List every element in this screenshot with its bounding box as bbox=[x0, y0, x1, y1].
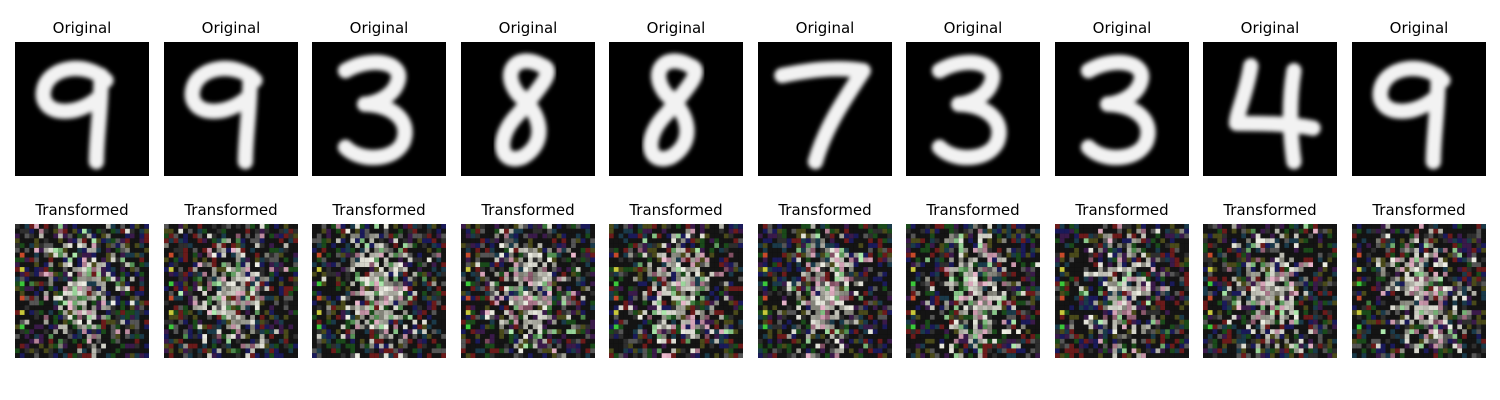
panel-title: Transformed bbox=[1075, 201, 1169, 219]
noise-pixels bbox=[1203, 224, 1337, 358]
panel-title: Original bbox=[498, 19, 558, 37]
digit-stroke bbox=[184, 60, 263, 170]
digit-image bbox=[1203, 42, 1337, 176]
transformed-image bbox=[1055, 224, 1189, 358]
panel-title: Original bbox=[1389, 19, 1449, 37]
panel-title: Transformed bbox=[629, 201, 723, 219]
transformed-image bbox=[164, 224, 298, 358]
panel-title: Original bbox=[52, 19, 112, 37]
digit-image bbox=[312, 42, 446, 176]
noise-pixels bbox=[312, 224, 446, 358]
transformed-image bbox=[906, 224, 1040, 358]
noise-pixels bbox=[609, 224, 743, 358]
transformed-image bbox=[1352, 224, 1486, 358]
panel-title: Original bbox=[201, 19, 261, 37]
panel-title: Transformed bbox=[332, 201, 426, 219]
digit-image bbox=[609, 42, 743, 176]
panel-title: Original bbox=[1092, 19, 1152, 37]
panel-title: Transformed bbox=[926, 201, 1020, 219]
digit-image bbox=[1352, 42, 1486, 176]
transformed-image bbox=[15, 224, 149, 358]
digit-stroke bbox=[1372, 60, 1451, 170]
noise-pixels bbox=[1055, 224, 1189, 358]
digit-image bbox=[906, 42, 1040, 176]
panel-title: Transformed bbox=[778, 201, 872, 219]
transformed-image bbox=[461, 224, 595, 358]
noise-pixels bbox=[906, 224, 1040, 358]
panel-title: Original bbox=[349, 19, 409, 37]
digit-stroke bbox=[1080, 54, 1156, 166]
transformed-image bbox=[609, 224, 743, 358]
digit-stroke bbox=[337, 54, 413, 166]
panel-title: Original bbox=[646, 19, 706, 37]
digit-image bbox=[758, 42, 892, 176]
noise-pixels bbox=[461, 224, 595, 358]
noise-pixels bbox=[15, 224, 149, 358]
digit-image bbox=[461, 42, 595, 176]
digit-stroke bbox=[495, 53, 555, 167]
transformed-image bbox=[1203, 224, 1337, 358]
digit-stroke bbox=[35, 60, 114, 170]
digit-image bbox=[164, 42, 298, 176]
noise-pixels bbox=[1352, 224, 1486, 358]
panel-title: Original bbox=[943, 19, 1003, 37]
panel-title: Transformed bbox=[1223, 201, 1317, 219]
panel-title: Transformed bbox=[35, 201, 129, 219]
digit-stroke bbox=[774, 61, 871, 170]
digit-image bbox=[1055, 42, 1189, 176]
panel-title: Transformed bbox=[184, 201, 278, 219]
digit-stroke bbox=[931, 54, 1007, 166]
transformed-image bbox=[758, 224, 892, 358]
panel-title: Original bbox=[1240, 19, 1300, 37]
panel-title: Transformed bbox=[1372, 201, 1466, 219]
transformed-image bbox=[312, 224, 446, 358]
digit-stroke bbox=[643, 53, 703, 167]
panel-title: Transformed bbox=[481, 201, 575, 219]
digit-stroke bbox=[1228, 58, 1321, 170]
noise-pixels bbox=[164, 224, 298, 358]
digit-image bbox=[15, 42, 149, 176]
panel-title: Original bbox=[795, 19, 855, 37]
noise-pixels bbox=[758, 224, 892, 358]
